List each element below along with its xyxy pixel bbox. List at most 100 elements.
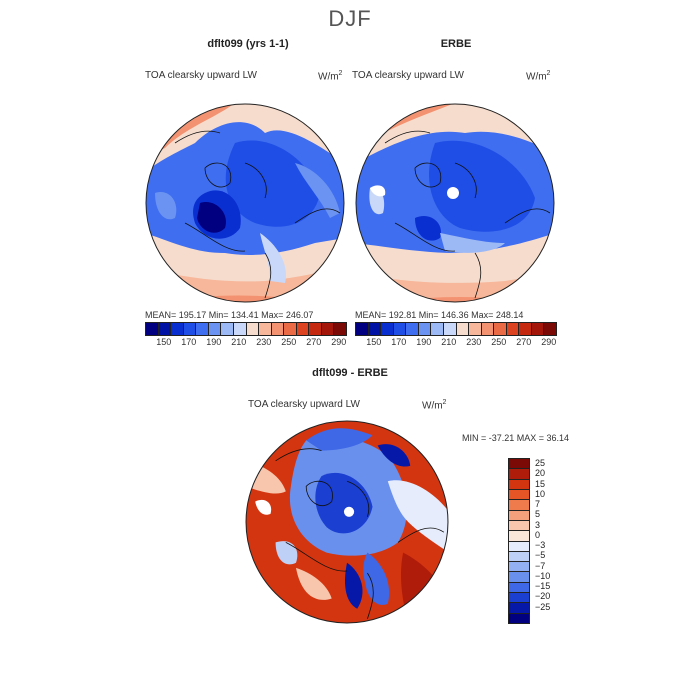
colorbar-swatch [509, 603, 529, 614]
colorbar-swatch [469, 323, 482, 335]
colorbar-swatch [171, 323, 184, 335]
colorbar-tick-label: 25 [535, 458, 546, 469]
colorbar-tick-label: 5 [535, 509, 541, 520]
colorbar-swatch [431, 323, 444, 335]
colorbar-tick-label: 250 [281, 337, 297, 347]
colorbar-swatch [196, 323, 209, 335]
colorbar-swatch [509, 531, 529, 542]
colorbar-swatch [233, 323, 247, 335]
polar-map-erbe [355, 103, 555, 303]
colorbar-ticks-erbe: 150 170 190 210 230 250 270 290 [355, 337, 557, 349]
colorbar-swatch [208, 323, 222, 335]
colorbar-swatch [509, 489, 529, 501]
colorbar-tick-label: −20 [535, 591, 551, 602]
units-label-difference: W/m2 [422, 399, 447, 412]
colorbar-swatch [146, 323, 159, 335]
colorbar-tick-label: 170 [391, 337, 407, 347]
colorbar-swatch [509, 582, 529, 594]
page-title: DJF [328, 6, 372, 31]
variable-label-model: TOA clearsky upward LW [145, 70, 257, 81]
colorbar-swatch [406, 323, 419, 335]
colorbar-swatch [271, 323, 285, 335]
variable-label-difference: TOA clearsky upward LW [248, 399, 360, 410]
polar-map-difference [245, 420, 449, 624]
stats-erbe: MEAN= 192.81 Min= 146.36 Max= 248.14 [355, 310, 524, 320]
colorbar-tick-label: 7 [535, 499, 541, 510]
colorbar-tick-label: −15 [535, 581, 551, 592]
colorbar-tick-label: 230 [256, 337, 272, 347]
colorbar-swatch [284, 323, 297, 335]
colorbar-tick-label: 15 [535, 478, 546, 489]
colorbar-model [145, 322, 347, 336]
colorbar-tick-label: −10 [535, 570, 551, 581]
colorbar-swatch [509, 479, 529, 490]
colorbar-swatch [509, 562, 529, 573]
colorbar-swatch [443, 323, 457, 335]
colorbar-tick-label: 0 [535, 529, 541, 540]
colorbar-swatch [321, 323, 335, 335]
colorbar-swatch [509, 541, 529, 552]
colorbar-swatch [509, 469, 529, 480]
units-label-model: W/m2 [318, 70, 343, 83]
colorbar-swatch [519, 323, 532, 335]
colorbar-swatch [481, 323, 495, 335]
units-label-erbe: W/m2 [526, 70, 551, 83]
colorbar-tick-label: 20 [535, 468, 546, 479]
colorbar-swatch [259, 323, 272, 335]
colorbar-swatch [531, 323, 545, 335]
colorbar-swatch [509, 572, 529, 583]
colorbar-swatch [296, 323, 310, 335]
colorbar-erbe [355, 322, 557, 336]
colorbar-swatch [509, 500, 529, 511]
colorbar-tick-label: 230 [466, 337, 482, 347]
colorbar-swatch [509, 520, 529, 532]
colorbar-swatch [509, 593, 529, 604]
colorbar-difference [508, 458, 530, 624]
colorbar-tick-label: 270 [306, 337, 322, 347]
colorbar-swatch [509, 510, 529, 521]
panel-title-difference: dflt099 - ERBE [312, 367, 388, 379]
colorbar-swatch [393, 323, 407, 335]
colorbar-swatch [356, 323, 369, 335]
colorbar-tick-label: 210 [441, 337, 457, 347]
stats-difference: MIN = -37.21 MAX = 36.14 [462, 433, 570, 443]
colorbar-tick-label: −25 [535, 601, 551, 612]
colorbar-swatch [309, 323, 322, 335]
colorbar-swatch [183, 323, 197, 335]
colorbar-tick-label: −5 [535, 550, 546, 561]
colorbar-swatch [494, 323, 507, 335]
panel-title-erbe: ERBE [440, 38, 472, 50]
colorbar-swatch [418, 323, 432, 335]
colorbar-swatch [509, 459, 529, 470]
colorbar-swatch [221, 323, 234, 335]
colorbar-tick-label: 270 [516, 337, 532, 347]
colorbar-tick-label: 250 [491, 337, 507, 347]
colorbar-swatch [368, 323, 382, 335]
colorbar-tick-label: 290 [541, 337, 557, 347]
colorbar-tick-label: 170 [181, 337, 197, 347]
colorbar-swatch [334, 323, 346, 335]
panel-title-model: dflt099 (yrs 1-1) [207, 38, 289, 50]
colorbar-ticks-difference: 25 20 15 10 7 5 3 0 −3 −5 −7 −10 −15 −20 −25 [535, 458, 575, 622]
colorbar-swatch [246, 323, 260, 335]
variable-label-erbe: TOA clearsky upward LW [352, 70, 464, 81]
colorbar-ticks-model: 150 170 190 210 230 250 270 290 [145, 337, 347, 349]
polar-map-model [145, 103, 345, 303]
colorbar-tick-label: 190 [206, 337, 222, 347]
colorbar-tick-label: −3 [535, 540, 546, 551]
colorbar-tick-label: 150 [366, 337, 382, 347]
colorbar-swatch [509, 551, 529, 563]
colorbar-tick-label: −7 [535, 560, 546, 571]
colorbar-tick-label: 210 [231, 337, 247, 347]
colorbar-swatch [544, 323, 556, 335]
stats-model: MEAN= 195.17 Min= 134.41 Max= 246.07 [145, 310, 314, 320]
colorbar-tick-label: 150 [156, 337, 172, 347]
colorbar-swatch [381, 323, 394, 335]
colorbar-swatch [158, 323, 172, 335]
colorbar-tick-label: 190 [416, 337, 432, 347]
colorbar-swatch [506, 323, 520, 335]
colorbar-swatch [509, 613, 529, 623]
colorbar-swatch [456, 323, 470, 335]
colorbar-tick-label: 290 [331, 337, 347, 347]
colorbar-tick-label: 3 [535, 519, 541, 530]
